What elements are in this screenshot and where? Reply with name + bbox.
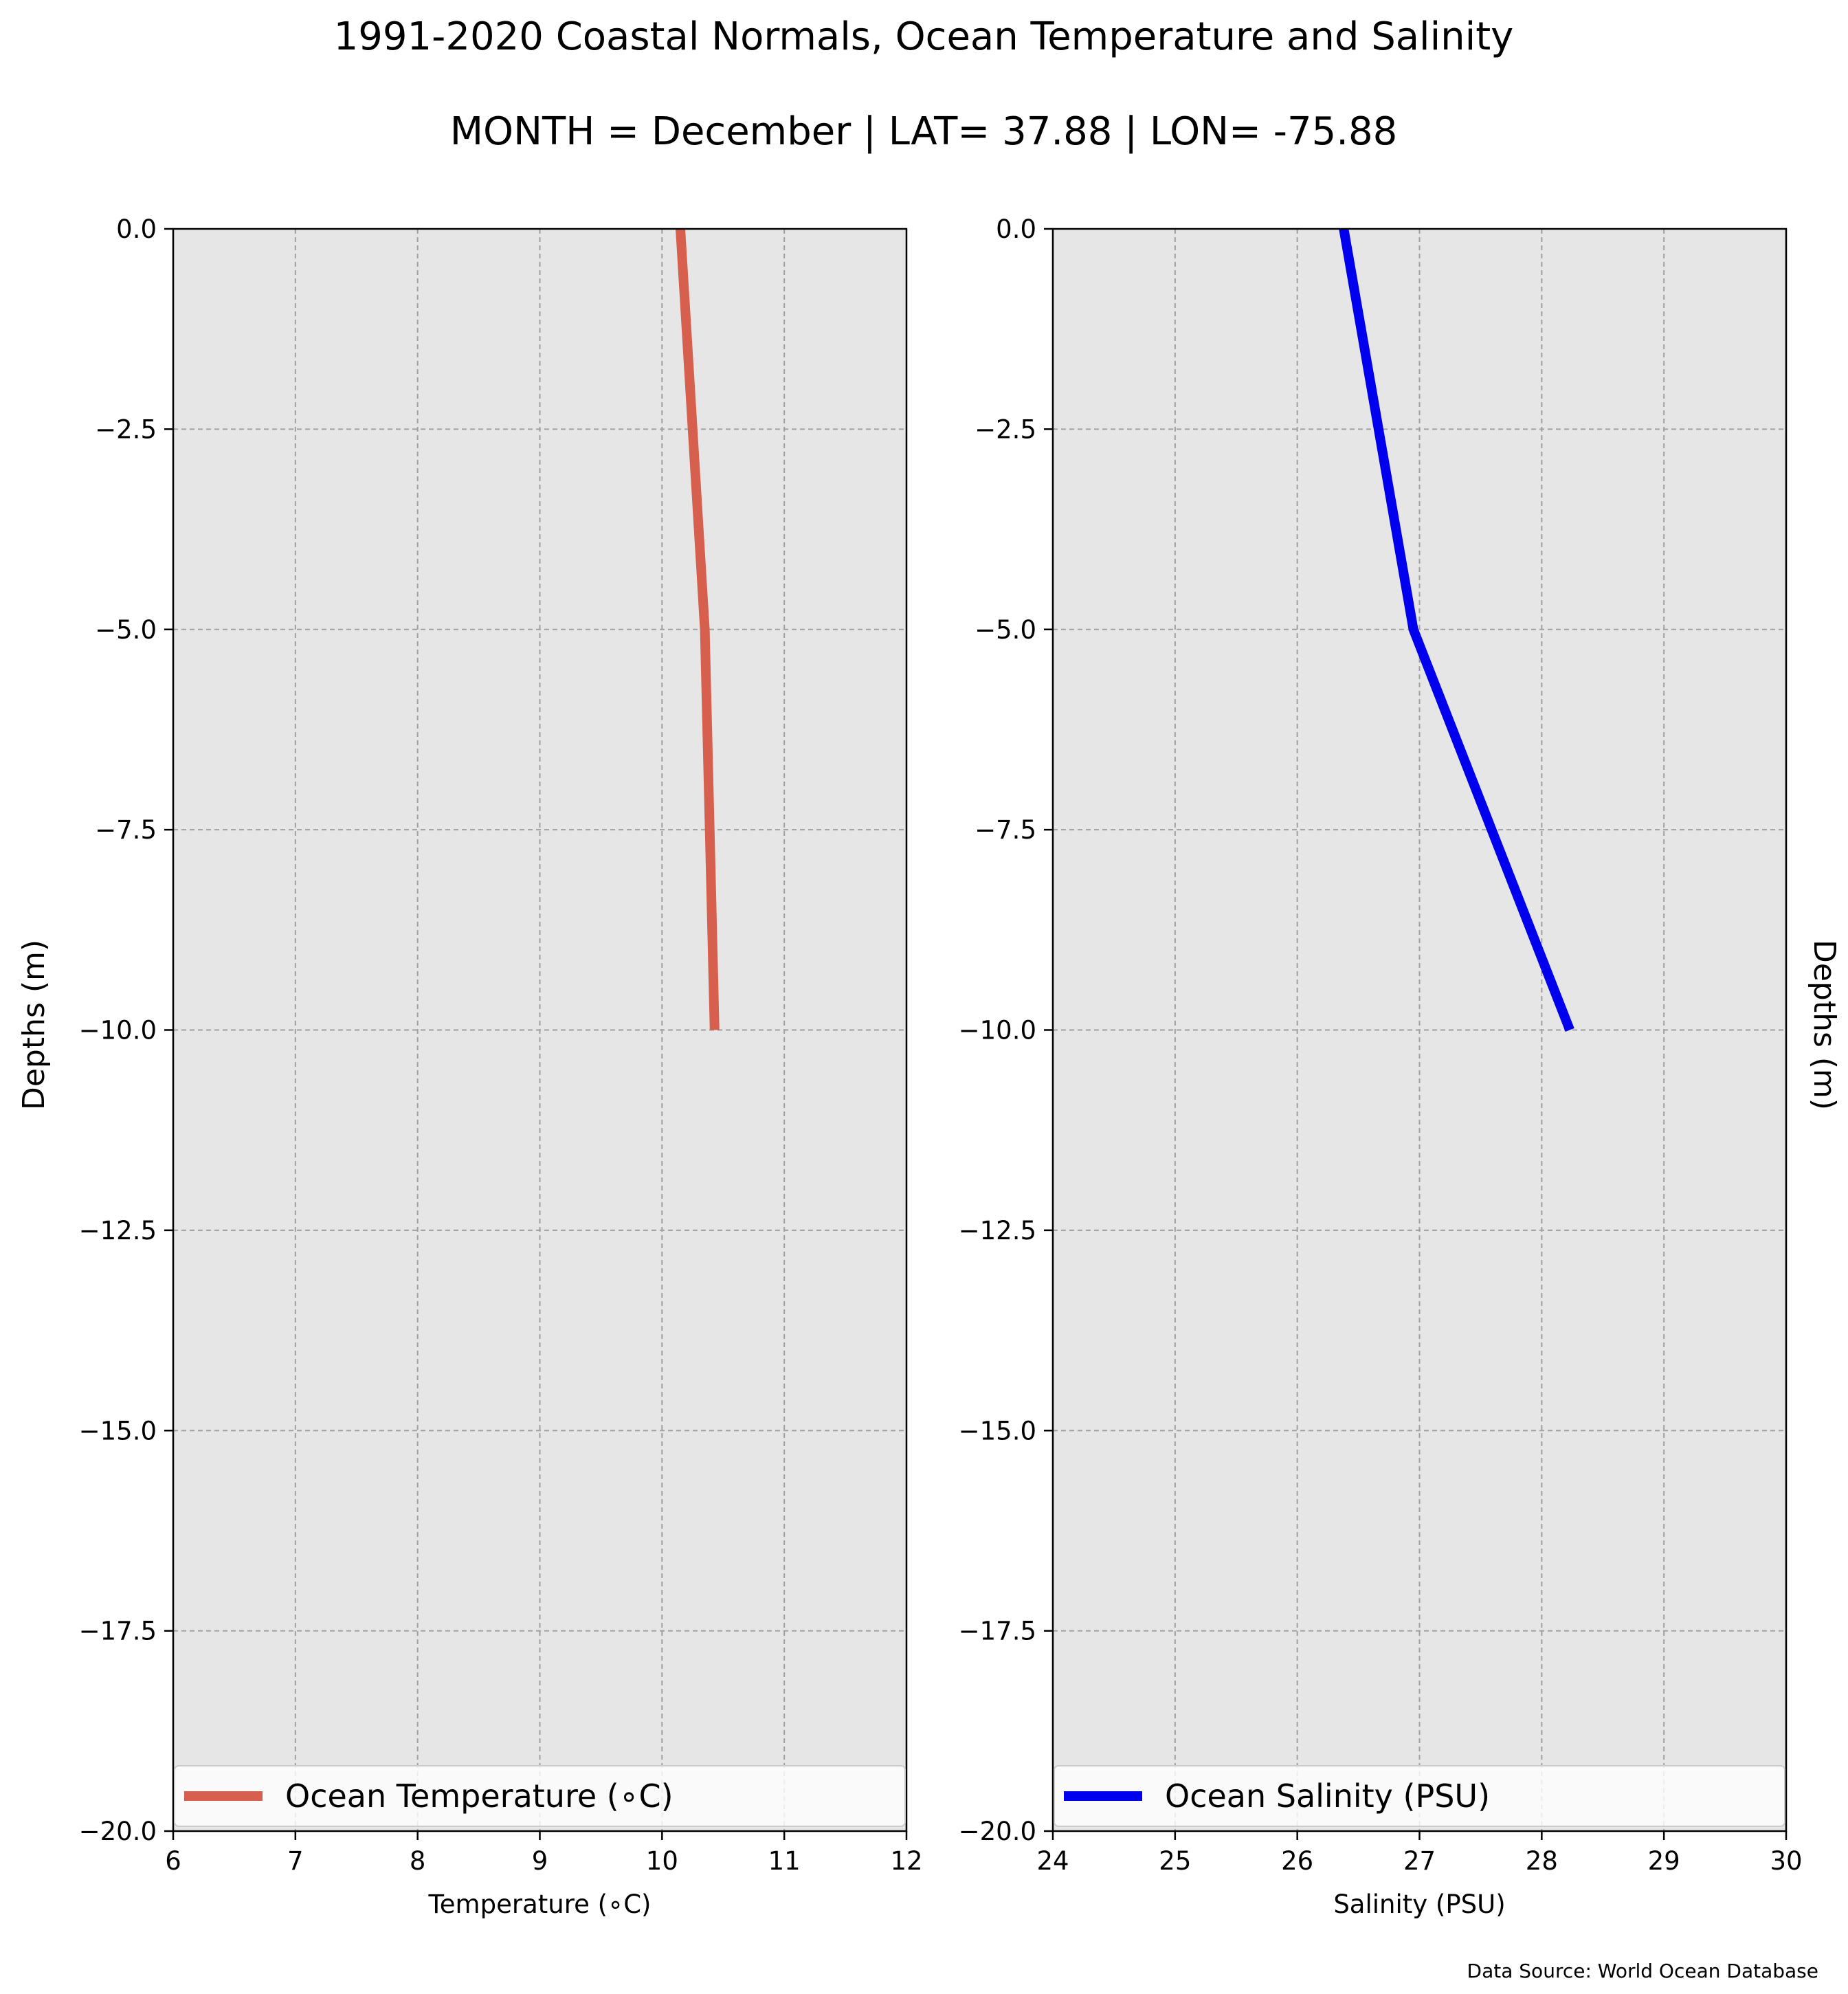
temperature-x-tick-label: 6 [165,1846,181,1876]
temperature-y-tick-label: −10.0 [79,1016,157,1045]
salinity-legend: Ocean Salinity (PSU) [1054,1765,1785,1827]
temperature-panel: 6 7 8 9 10 11 12 0.0 −2.5 −5.0 −7.5 −10.0 −12.5 −15.0… [79,214,923,1919]
salinity-y-tick-label: −5.0 [975,615,1036,645]
salinity-x-tick-label: 30 [1770,1846,1802,1876]
salinity-y-tick-label: −17.5 [959,1617,1036,1646]
salinity-x-tick-label: 24 [1036,1846,1069,1876]
salinity-x-axis-label: Salinity (PSU) [1333,1890,1505,1919]
temperature-x-tick-label: 10 [646,1846,678,1876]
salinity-y-tick-label: −15.0 [959,1416,1036,1445]
salinity-y-tick-label: −12.5 [959,1216,1036,1245]
salinity-x-tick-label: 25 [1159,1846,1191,1876]
temperature-y-tick-label: −20.0 [79,1817,157,1846]
salinity-y-tick-label: 0.0 [996,214,1036,244]
salinity-panel: 24 25 26 27 28 29 30 0.0 −2.5 −5.0 −7.5 −10.0 −12.5 −… [959,214,1803,1919]
data-source-note: Data Source: World Ocean Database [1467,1960,1818,1982]
temperature-series-line [676,228,720,1030]
temperature-y-tick-label: 0.0 [116,214,157,244]
temperature-x-tick-label: 12 [890,1846,922,1876]
temperature-x-axis-label: Temperature (∘C) [427,1890,651,1919]
salinity-y-tick-label: −7.5 [975,815,1036,845]
salinity-y-tick-label: −2.5 [975,414,1036,444]
left-y-axis-label: Depths (m) [16,940,52,1110]
temperature-axes-frame [172,228,908,1832]
temperature-y-tick-label: −17.5 [79,1617,157,1646]
temperature-y-tick-label: −7.5 [95,815,157,845]
salinity-x-tick-label: 28 [1526,1846,1558,1876]
salinity-legend-box [1054,1765,1785,1827]
chart-subtitle: MONTH = December | LAT= 37.88 | LON= -75… [450,109,1398,154]
salinity-legend-label: Ocean Salinity (PSU) [1165,1777,1490,1815]
temperature-legend: Ocean Temperature (∘C) [174,1765,906,1827]
temperature-x-tick-label: 11 [768,1846,801,1876]
temperature-y-tick-label: −5.0 [95,615,157,645]
chart-title: 1991-2020 Coastal Normals, Ocean Tempera… [334,14,1514,59]
temperature-x-tick-label: 7 [287,1846,304,1876]
temperature-y-tick-label: −12.5 [79,1216,157,1245]
temperature-y-tick-label: −2.5 [95,414,157,444]
temperature-legend-box [174,1765,906,1827]
salinity-y-tick-label: −10.0 [959,1016,1036,1045]
salinity-x-tick-label: 26 [1281,1846,1313,1876]
salinity-x-tick-label: 29 [1648,1846,1680,1876]
salinity-axes-frame [1051,228,1788,1832]
right-y-axis-label: Depths (m) [1807,940,1842,1110]
salinity-x-tick-label: 27 [1403,1846,1436,1876]
temperature-legend-label: Ocean Temperature (∘C) [285,1777,673,1815]
temperature-y-tick-label: −15.0 [79,1416,157,1445]
temperature-x-tick-label: 9 [532,1846,548,1876]
salinity-series-line [1339,228,1574,1032]
salinity-y-tick-label: −20.0 [959,1817,1036,1846]
temperature-x-tick-label: 8 [410,1846,426,1876]
